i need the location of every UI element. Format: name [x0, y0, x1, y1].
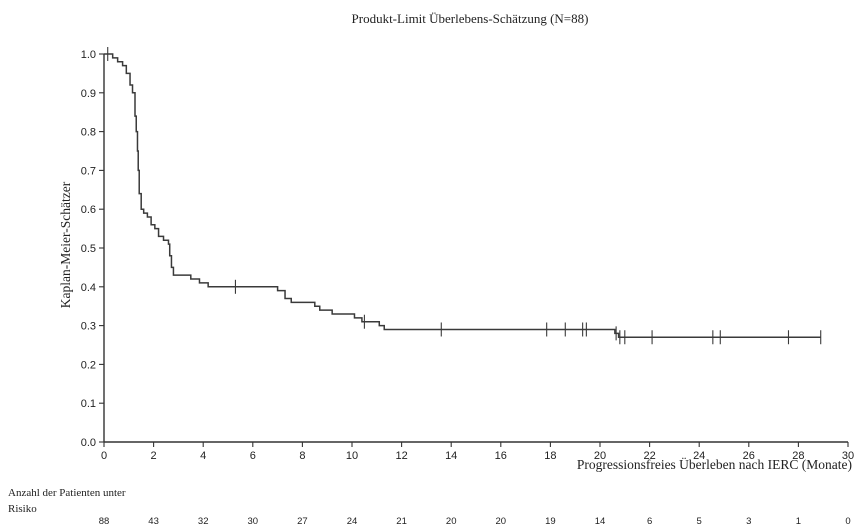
x-axis-label: Progressionsfreies Überleben nach IERC (…	[577, 457, 852, 472]
x-tick-label: 4	[200, 450, 206, 462]
risk-count: 20	[496, 516, 507, 527]
risk-count: 6	[647, 516, 652, 527]
x-tick-label: 6	[250, 450, 256, 462]
risk-count: 0	[845, 516, 850, 527]
risk-count: 19	[545, 516, 556, 527]
x-tick-label: 20	[594, 450, 606, 462]
x-tick-label: 12	[395, 450, 407, 462]
risk-count: 24	[347, 516, 358, 527]
y-tick-label: 0.6	[81, 204, 96, 216]
y-axis-label: Kaplan-Meier-Schätzer	[58, 181, 73, 308]
risk-count: 5	[697, 516, 702, 527]
y-tick-label: 0.5	[81, 243, 96, 255]
risk-count: 27	[297, 516, 308, 527]
x-tick-label: 14	[445, 450, 457, 462]
x-tick-label: 22	[643, 450, 655, 462]
risk-count: 30	[248, 516, 259, 527]
censor-marks	[107, 47, 822, 345]
risk-count: 14	[595, 516, 606, 527]
x-tick-label: 16	[495, 450, 507, 462]
x-tick-label: 30	[842, 450, 854, 462]
risk-table-title-line-2: Risiko	[8, 503, 37, 515]
y-tick-label: 0.3	[81, 321, 96, 333]
y-tick-label: 0.4	[81, 282, 96, 294]
risk-count: 3	[746, 516, 751, 527]
x-tick-label: 8	[299, 450, 305, 462]
y-tick-label: 0.1	[81, 398, 96, 410]
x-tick-label: 10	[346, 450, 358, 462]
risk-table-title-line-1: Anzahl der Patienten unter	[8, 487, 126, 499]
y-tick-label: 0.0	[81, 437, 96, 449]
y-tick-label: 0.8	[81, 127, 96, 139]
y-tick-label: 0.7	[81, 165, 96, 177]
x-tick-label: 26	[743, 450, 755, 462]
risk-table-counts: 88 43 32 30 27 24 21 20 20 19 14 6 5 3 1 0	[99, 516, 851, 527]
x-ticks: 0 2 4 6 8 10 12 14 16 18 20 22 24 26 28 30	[101, 442, 854, 462]
risk-count: 32	[198, 516, 209, 527]
km-survival-curve	[104, 53, 821, 338]
x-tick-label: 24	[693, 450, 705, 462]
x-tick-label: 0	[101, 450, 107, 462]
x-tick-label: 28	[792, 450, 804, 462]
chart-title: Produkt-Limit Überlebens-Schätzung (N=88…	[352, 11, 589, 26]
risk-count: 1	[796, 516, 801, 527]
risk-count: 88	[99, 516, 110, 527]
risk-count: 43	[148, 516, 159, 527]
y-tick-label: 1.0	[81, 49, 96, 61]
y-tick-label: 0.2	[81, 359, 96, 371]
x-tick-label: 18	[544, 450, 556, 462]
y-tick-label: 0.9	[81, 88, 96, 100]
risk-count: 20	[446, 516, 457, 527]
y-ticks: 0.0 0.1 0.2 0.3 0.4 0.5 0.6 0.7 0.8 0.9 1.0	[81, 49, 104, 449]
risk-count: 21	[396, 516, 407, 527]
x-tick-label: 2	[151, 450, 157, 462]
